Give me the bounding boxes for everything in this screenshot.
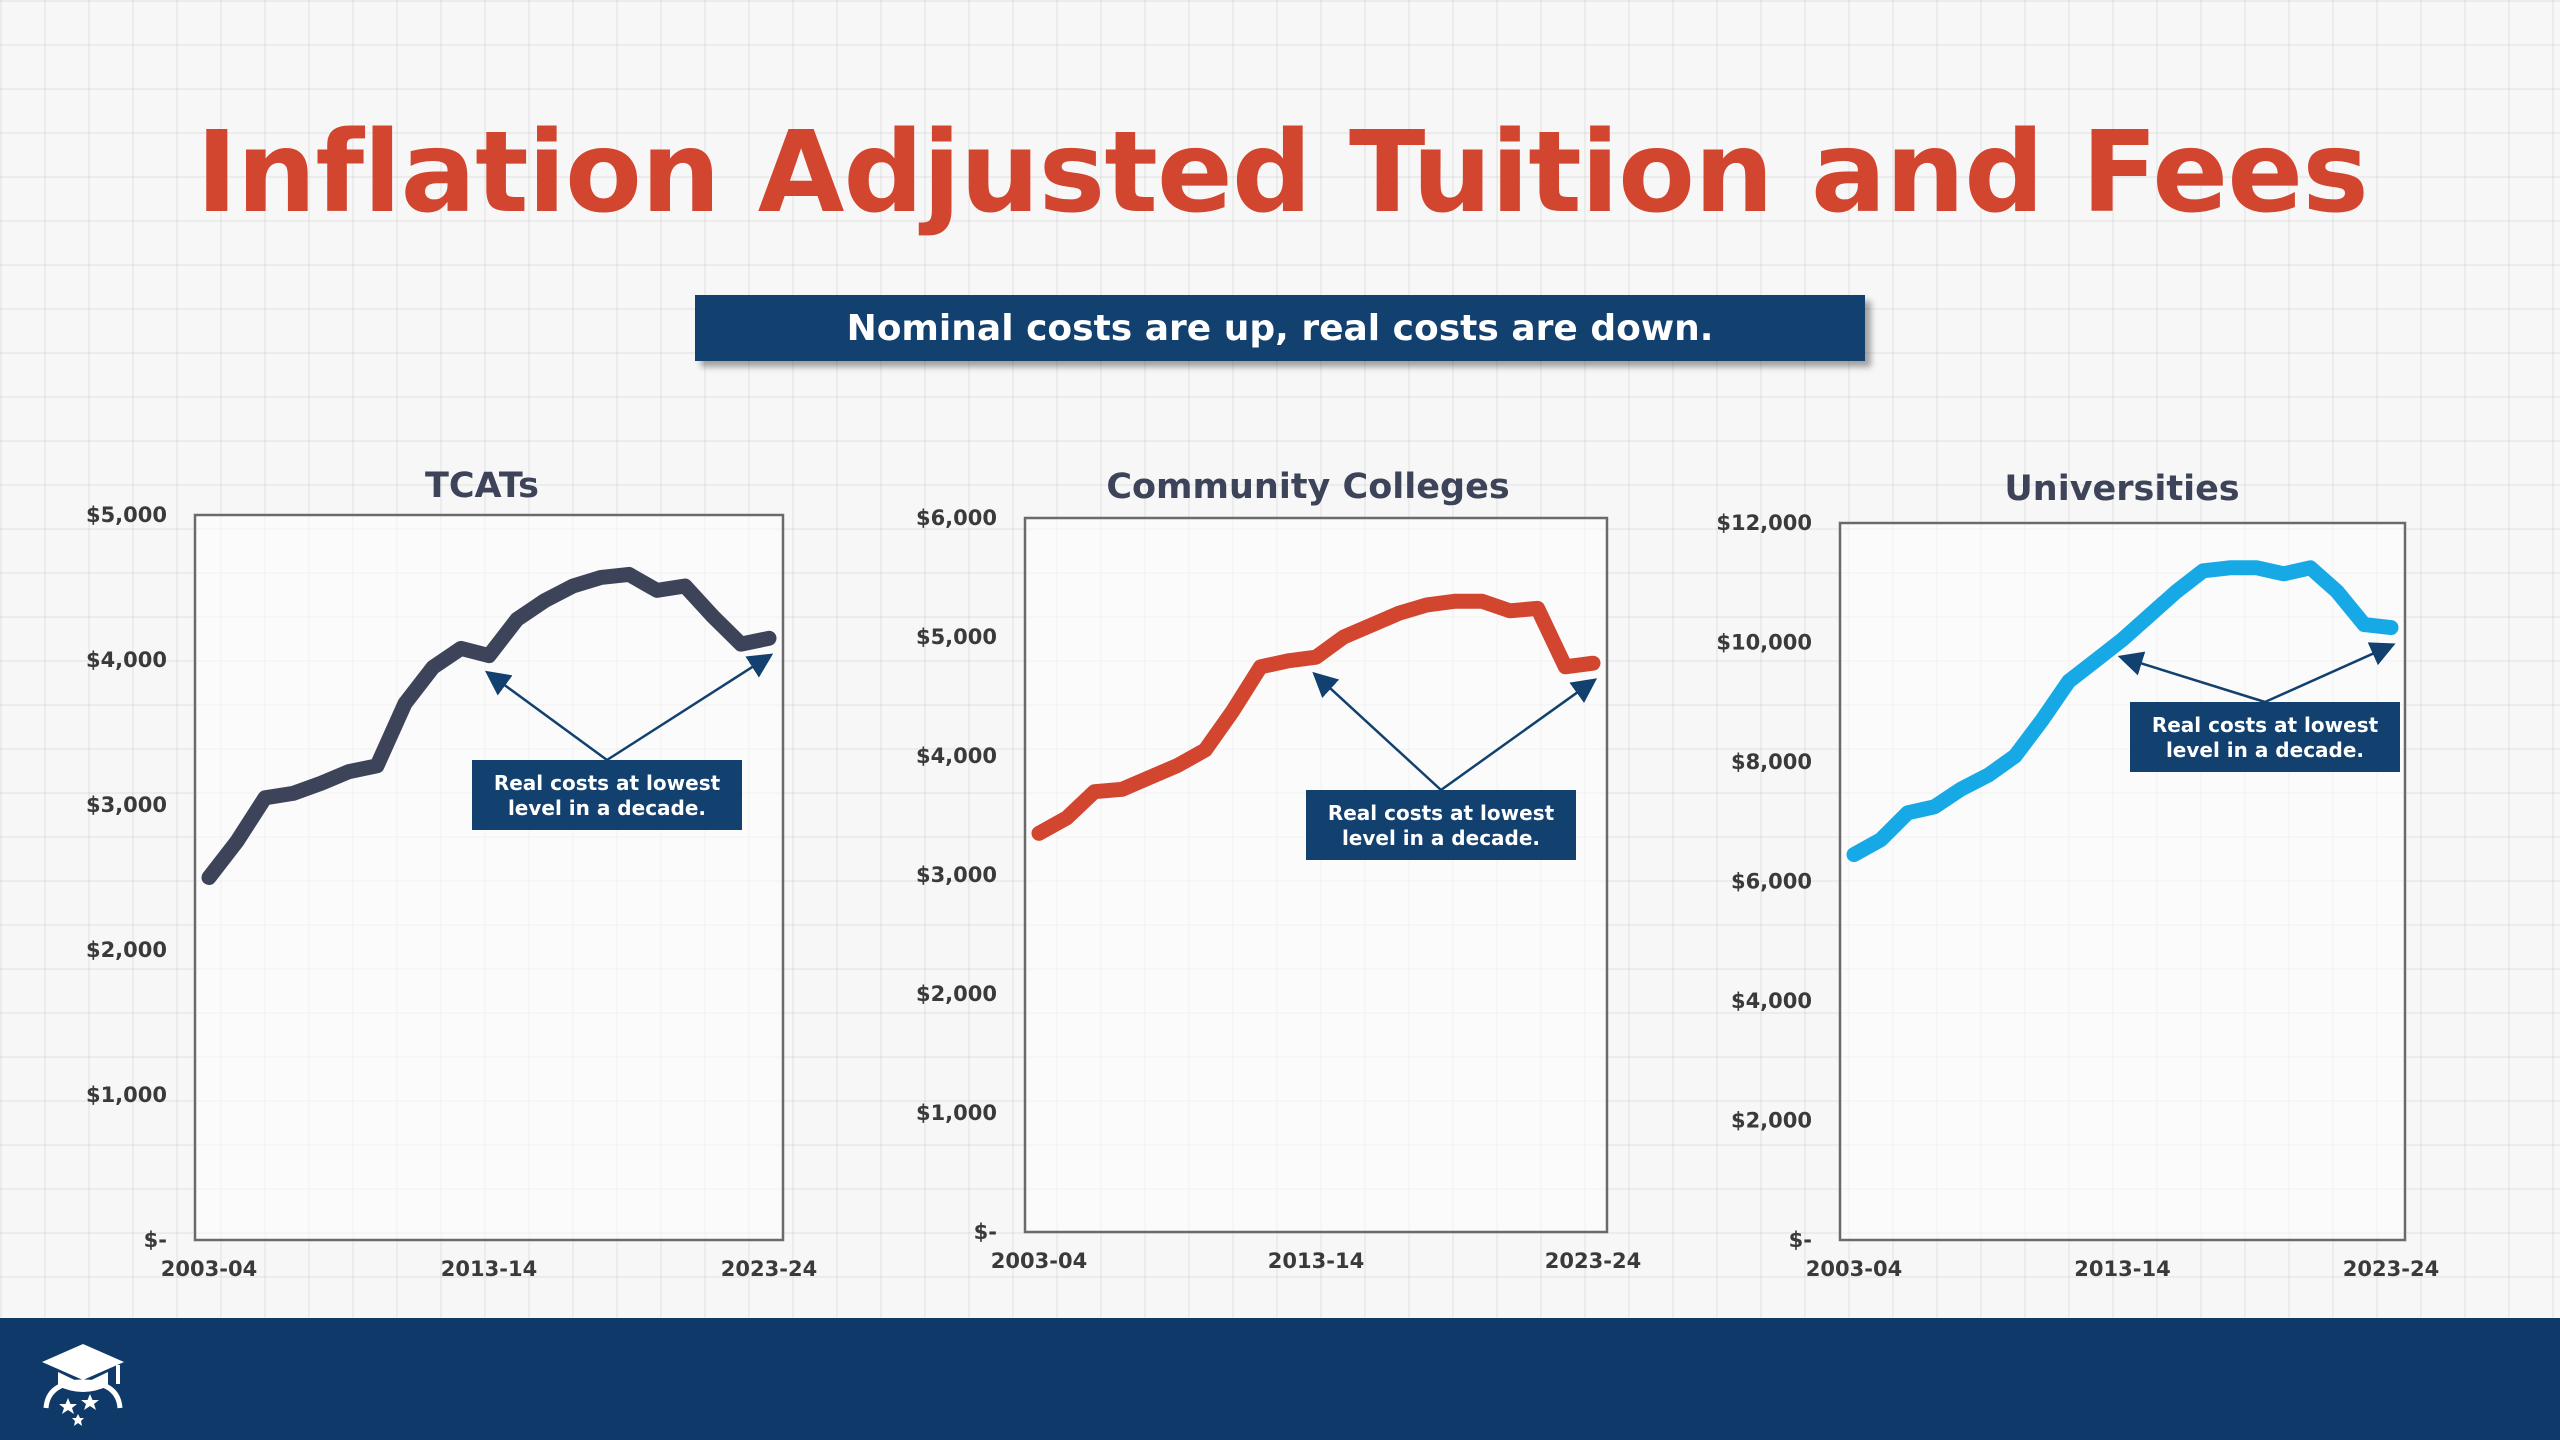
- annotation-text: Real costs at lowest level in a decade.: [2152, 713, 2379, 762]
- x-tick-label: 2023-24: [2343, 1257, 2439, 1281]
- chart-1: Community Colleges $- $1,000 $2,000 $3,000 $4…: [916, 467, 1641, 1273]
- y-tick-label: $10,000: [1716, 631, 1812, 655]
- chart-2: Universities $- $2,000 $4,000 $6,000 $8,000 $1…: [1716, 469, 2439, 1281]
- annotation-arrow: [484, 670, 608, 762]
- series-line: [1031, 593, 1601, 841]
- annotation-arrow: [2117, 651, 2266, 704]
- annotation-text: Real costs at lowest level in a decade.: [1328, 801, 1555, 850]
- y-tick-label: $2,000: [916, 982, 997, 1006]
- y-tick-label: $4,000: [1731, 989, 1812, 1013]
- annotation-box: [472, 760, 742, 830]
- x-tick-label: 2003-04: [1806, 1257, 1902, 1281]
- y-tick-label: $6,000: [1731, 870, 1812, 894]
- chart-title: Universities: [2004, 469, 2239, 509]
- chart-title: TCATs: [425, 466, 539, 506]
- y-tick-label: $-: [974, 1220, 997, 1244]
- y-tick-label: $1,000: [916, 1101, 997, 1125]
- subtitle-banner: Nominal costs are up, real costs are dow…: [695, 295, 1865, 361]
- annotation-arrow: [1312, 671, 1442, 791]
- y-tick-label: $-: [1789, 1228, 1812, 1252]
- y-tick-label: $4,000: [86, 648, 167, 672]
- annotation-arrow: [2264, 642, 2396, 704]
- footer-bar: [0, 1318, 2560, 1440]
- x-tick-label: 2013-14: [2074, 1257, 2170, 1281]
- x-tick-label: 2003-04: [161, 1257, 257, 1281]
- subtitle-text: Nominal costs are up, real costs are dow…: [846, 307, 1714, 349]
- y-tick-label: $3,000: [916, 863, 997, 887]
- annotation-box: [2130, 702, 2400, 772]
- chart-0: TCATs $- $1,000 $2,000 $3,000 $4,000 $5,000 200…: [86, 466, 817, 1281]
- plot-frame: [1838, 521, 2407, 1242]
- annotation-box: [1306, 790, 1576, 860]
- y-tick-label: $12,000: [1716, 511, 1812, 535]
- y-tick-label: $6,000: [916, 506, 997, 530]
- y-tick-label: $5,000: [86, 503, 167, 527]
- y-tick-label: $5,000: [916, 625, 997, 649]
- annotation-text: Real costs at lowest level in a decade.: [494, 771, 721, 820]
- charts-area: TCATs $- $1,000 $2,000 $3,000 $4,000 $5,000 200…: [86, 466, 2439, 1281]
- x-tick-label: 2023-24: [721, 1257, 817, 1281]
- series-line: [1846, 560, 2399, 863]
- page-title: Inflation Adjusted Tuition and Fees: [196, 108, 2369, 238]
- graduation-cap-stars-icon: [42, 1344, 124, 1426]
- plot-frame: [1023, 516, 1609, 1234]
- x-tick-label: 2023-24: [1545, 1249, 1641, 1273]
- y-tick-label: $8,000: [1731, 750, 1812, 774]
- y-tick-label: $4,000: [916, 744, 997, 768]
- y-tick-label: $1,000: [86, 1083, 167, 1107]
- y-tick-label: $3,000: [86, 793, 167, 817]
- y-tick-label: $-: [144, 1228, 167, 1252]
- y-tick-label: $2,000: [1731, 1109, 1812, 1133]
- x-tick-label: 2013-14: [1268, 1249, 1364, 1273]
- y-tick-label: $2,000: [86, 938, 167, 962]
- chart-title: Community Colleges: [1106, 467, 1509, 507]
- x-tick-label: 2003-04: [991, 1249, 1087, 1273]
- series-line: [201, 566, 777, 885]
- annotation-arrow: [1440, 678, 1598, 792]
- plot-frame: [193, 513, 785, 1242]
- annotation-arrow: [606, 653, 774, 762]
- x-tick-label: 2013-14: [441, 1257, 537, 1281]
